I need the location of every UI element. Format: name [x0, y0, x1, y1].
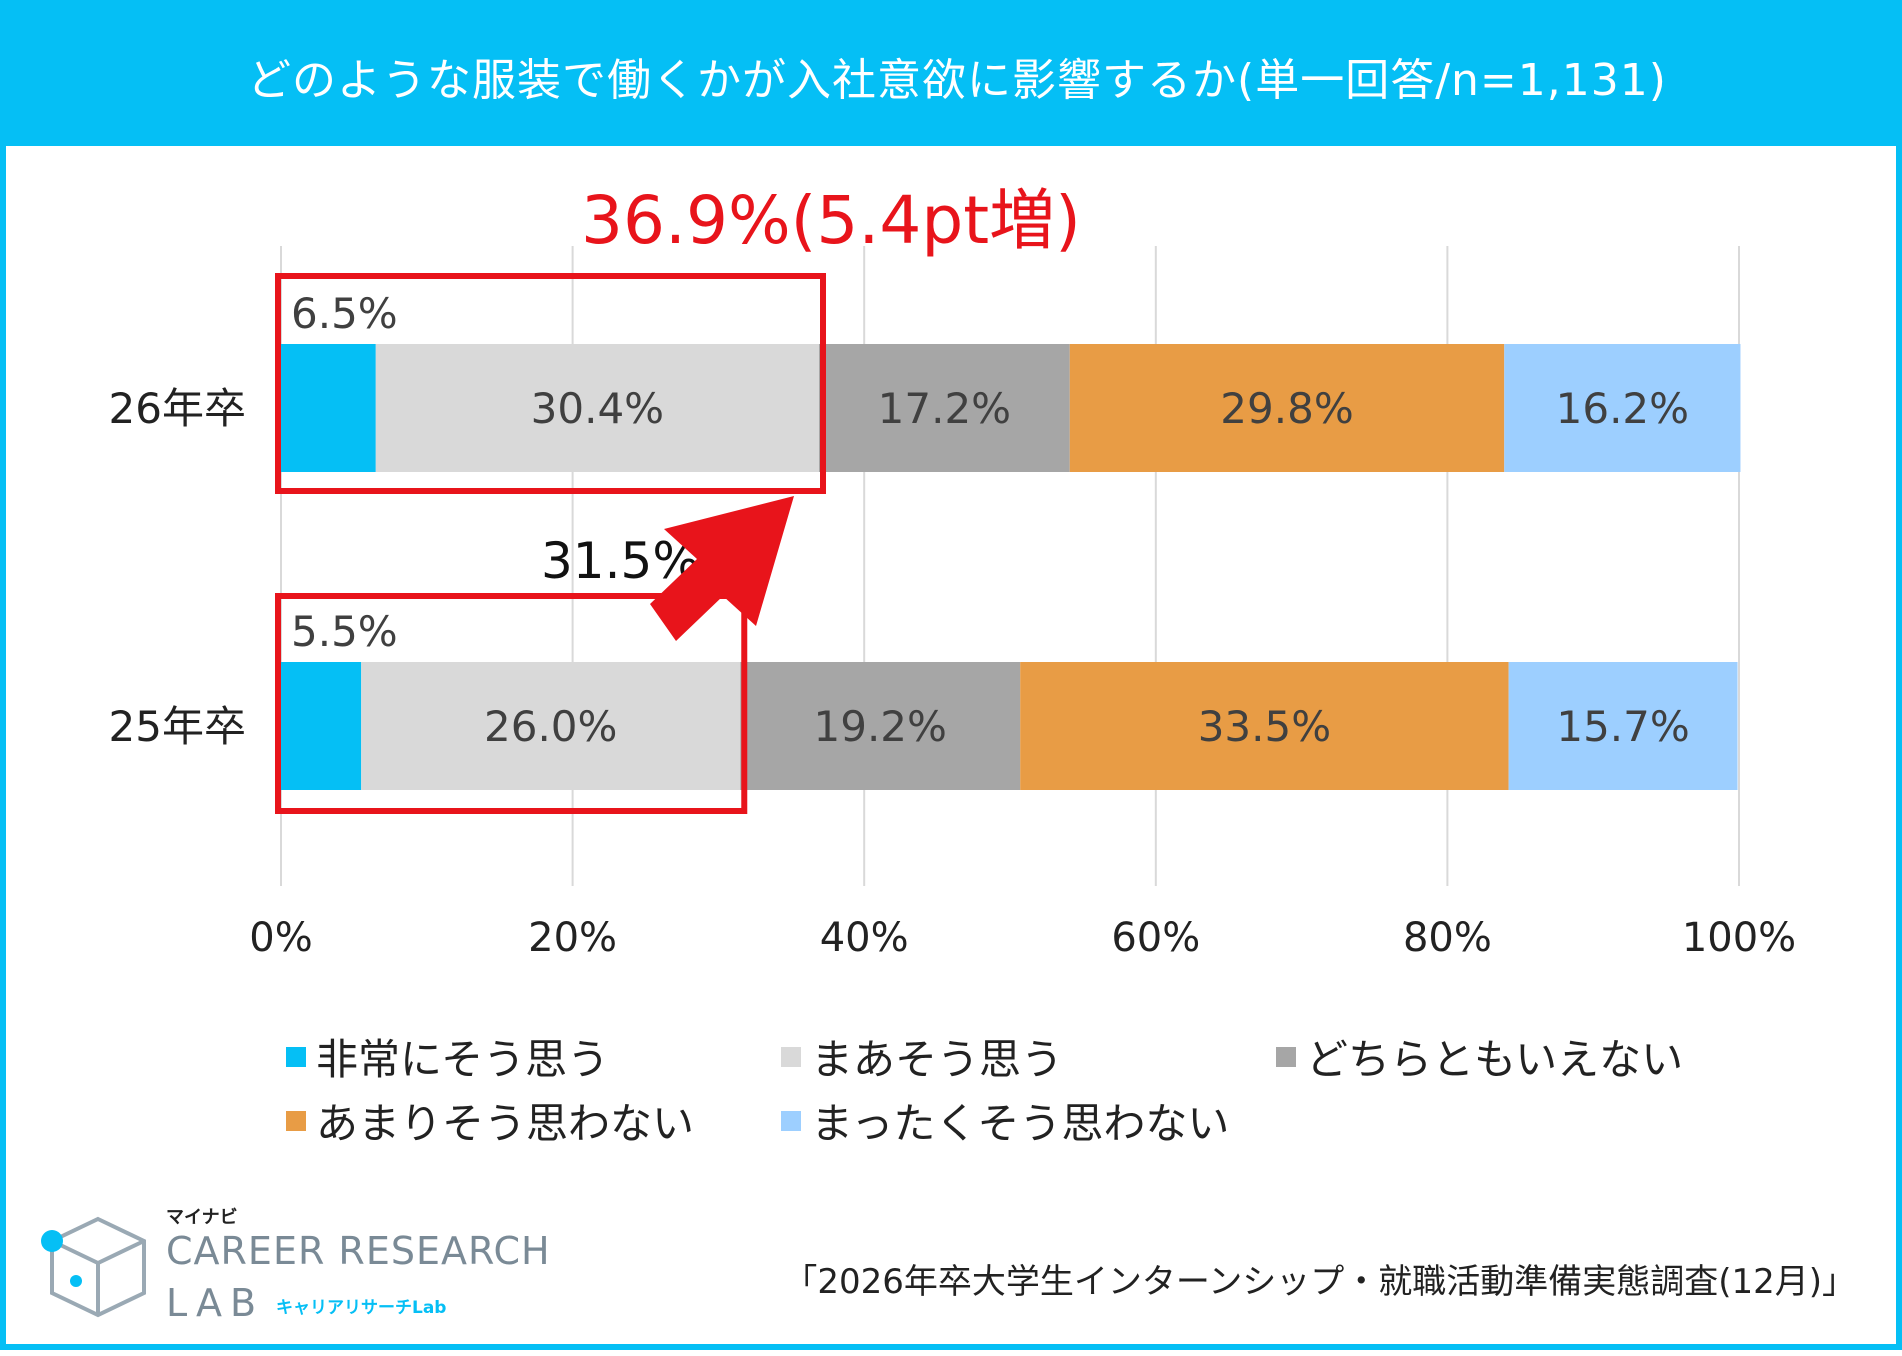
bar-segment [1069, 344, 1505, 472]
legend-label: 非常にそう思う [316, 1035, 610, 1084]
bar-segment [1508, 662, 1738, 790]
bar-segment [281, 344, 376, 472]
bar-segment [819, 344, 1070, 472]
legend-item: まあそう思う [781, 1026, 1063, 1087]
legend-label: あまりそう思わない [316, 1099, 695, 1148]
legend-swatch [286, 1110, 306, 1131]
bar-segment [1504, 344, 1741, 472]
category-label: 26年卒 [109, 384, 246, 433]
career-research-lab-logo: マイナビ CAREER RESEARCH LAB キャリアリサーチLab [36, 1201, 556, 1331]
highlight-box-26 [275, 273, 827, 494]
legend-swatch [286, 1046, 306, 1067]
x-tick-label: 0% [249, 915, 312, 961]
legend: 非常にそう思う まあそう思う どちらともいえないあまりそう思わない まったくそう思わな… [286, 1026, 1746, 1166]
data-label: 16.2% [1556, 384, 1689, 433]
highlight-26-label: 36.9%(5.4pt増) [581, 182, 1081, 259]
bar-segment [361, 662, 741, 790]
data-label: 19.2% [814, 702, 947, 751]
data-label: 30.4% [531, 384, 664, 433]
source-note: 「2026年卒大学生インターンシップ・就職活動準備実態調査(12月)」 [783, 1262, 1856, 1302]
logo-lab-jp: キャリアリサーチLab [276, 1298, 447, 1318]
bar-segment [1020, 662, 1509, 790]
cube-logo-icon [41, 1216, 146, 1318]
legend-swatch [781, 1110, 801, 1131]
legend-item: 非常にそう思う [286, 1026, 609, 1087]
logo-mynavi: マイナビ [166, 1207, 238, 1228]
stacked-bar-chart: 0% 20% 40% 60% 80% 100% 26年卒 6.5% 30.4% 17.2% 29.8… [109, 182, 1797, 961]
data-label: 6.5% [291, 289, 398, 338]
data-label: 29.8% [1220, 384, 1353, 433]
x-tick-label: 40% [820, 915, 909, 961]
highlight-25-label: 31.5% [541, 532, 700, 590]
legend-swatch [1276, 1046, 1296, 1067]
bar-segment [740, 662, 1021, 790]
logo-career-research: CAREER RESEARCH [166, 1229, 551, 1273]
logo-lab: LAB [166, 1281, 265, 1325]
bar-segment [375, 344, 820, 472]
highlight-box-25 [275, 593, 748, 814]
data-label: 33.5% [1198, 702, 1331, 751]
chart-title: どのような服装で働くかが入社意欲に影響するか(単一回答/n=1,131) [247, 55, 1667, 106]
legend-label: どちらともいえない [1306, 1035, 1684, 1084]
legend-label: まあそう思う [811, 1035, 1064, 1084]
bar-segment [281, 662, 362, 790]
x-tick-label: 60% [1111, 915, 1200, 961]
category-label: 25年卒 [109, 702, 246, 751]
x-tick-label: 20% [528, 915, 617, 961]
legend-item: まったくそう思わない [781, 1090, 1229, 1151]
data-label: 15.7% [1556, 702, 1689, 751]
legend-item: あまりそう思わない [286, 1090, 694, 1151]
legend-item: どちらともいえない [1276, 1026, 1683, 1087]
data-label: 17.2% [878, 384, 1011, 433]
legend-label: まったくそう思わない [811, 1099, 1230, 1148]
increase-arrow-icon [650, 496, 794, 641]
x-tick-label: 80% [1403, 915, 1492, 961]
data-label: 26.0% [484, 702, 617, 751]
x-tick-label: 100% [1682, 915, 1796, 961]
legend-swatch [781, 1046, 801, 1067]
data-label: 5.5% [291, 607, 398, 656]
header-banner: どのような服装で働くかが入社意欲に影響するか(単一回答/n=1,131) [6, 6, 1902, 146]
